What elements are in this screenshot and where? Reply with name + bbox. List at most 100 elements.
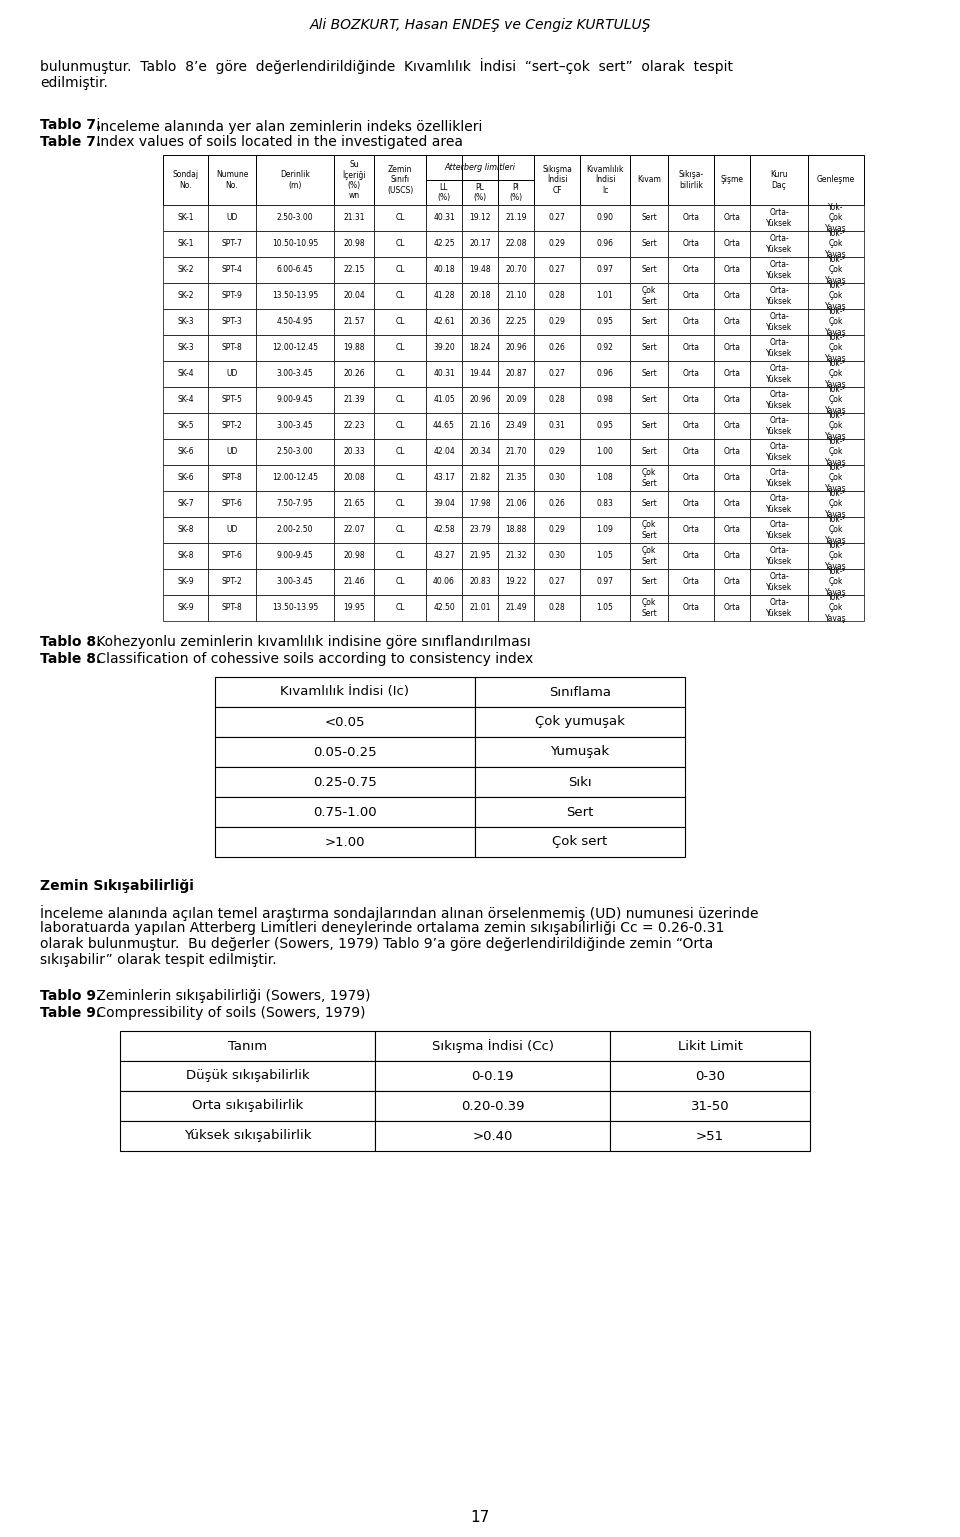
Bar — [668, 543, 714, 569]
Bar — [163, 155, 208, 204]
Bar — [426, 309, 462, 335]
Bar — [462, 387, 498, 413]
Text: 23.79: 23.79 — [469, 526, 491, 535]
Text: 21.95: 21.95 — [469, 552, 491, 561]
Bar — [610, 1091, 810, 1120]
Bar — [334, 257, 374, 283]
Text: Orta: Orta — [683, 421, 700, 430]
Bar — [374, 387, 426, 413]
Bar — [256, 155, 334, 204]
Bar — [256, 283, 334, 309]
Text: Orta-
Yüksek: Orta- Yüksek — [766, 469, 792, 487]
Bar — [808, 257, 864, 283]
Text: 20.33: 20.33 — [343, 447, 365, 456]
Text: Kuru
Daç: Kuru Daç — [770, 171, 788, 189]
Bar — [580, 335, 630, 361]
Text: Orta: Orta — [683, 395, 700, 404]
Bar — [256, 490, 334, 516]
Bar — [714, 204, 750, 231]
Bar — [163, 204, 208, 231]
Text: 4.50-4.95: 4.50-4.95 — [276, 318, 313, 326]
Text: 0.05-0.25: 0.05-0.25 — [313, 745, 377, 758]
Bar — [630, 257, 668, 283]
Text: 0.75-1.00: 0.75-1.00 — [313, 805, 377, 819]
Text: SPT-5: SPT-5 — [222, 395, 243, 404]
Text: 0.27: 0.27 — [548, 578, 565, 587]
Text: Çok sert: Çok sert — [552, 836, 608, 848]
Bar — [668, 387, 714, 413]
Bar — [462, 309, 498, 335]
Text: Sert: Sert — [641, 578, 657, 587]
Bar — [334, 231, 374, 257]
Text: 21.57: 21.57 — [343, 318, 365, 326]
Text: Orta: Orta — [724, 214, 740, 223]
Text: 20.26: 20.26 — [343, 369, 365, 378]
Text: SK-9: SK-9 — [178, 578, 194, 587]
Text: SK-6: SK-6 — [178, 473, 194, 483]
Bar — [610, 1120, 810, 1151]
Text: 20.98: 20.98 — [343, 552, 365, 561]
Bar — [534, 283, 580, 309]
Text: 13.50-13.95: 13.50-13.95 — [272, 604, 318, 613]
Bar — [580, 257, 630, 283]
Text: Düşük sıkışabilirlik: Düşük sıkışabilirlik — [185, 1070, 309, 1082]
Text: 0.90: 0.90 — [596, 214, 613, 223]
Bar — [475, 676, 685, 707]
Bar — [208, 283, 256, 309]
Text: Kıvamlılık İndisi (Ic): Kıvamlılık İndisi (Ic) — [280, 686, 410, 698]
Text: 42.25: 42.25 — [433, 240, 455, 249]
Bar — [580, 231, 630, 257]
Bar — [163, 440, 208, 466]
Text: 21.10: 21.10 — [505, 292, 527, 301]
Bar — [630, 231, 668, 257]
Text: SPT-8: SPT-8 — [222, 604, 242, 613]
Bar — [256, 543, 334, 569]
Text: Orta: Orta — [683, 473, 700, 483]
Bar — [208, 543, 256, 569]
Text: 1.05: 1.05 — [596, 552, 613, 561]
Bar — [462, 516, 498, 543]
Text: 19.22: 19.22 — [505, 578, 527, 587]
Bar — [215, 798, 475, 827]
Bar — [808, 490, 864, 516]
Text: Table 8.: Table 8. — [40, 652, 101, 666]
Text: CL: CL — [396, 266, 405, 275]
Text: 0.97: 0.97 — [596, 266, 613, 275]
Text: 21.31: 21.31 — [344, 214, 365, 223]
Bar — [580, 387, 630, 413]
Text: Sert: Sert — [641, 500, 657, 509]
Text: Orta-
Yüksek: Orta- Yüksek — [766, 338, 792, 358]
Bar — [334, 595, 374, 621]
Text: 43.27: 43.27 — [433, 552, 455, 561]
Text: UD: UD — [227, 447, 238, 456]
Text: 20.04: 20.04 — [343, 292, 365, 301]
Text: Kohezyonlu zeminlerin kıvamlılık indisine göre sınıflandırılması: Kohezyonlu zeminlerin kıvamlılık indisin… — [92, 635, 531, 649]
Bar — [534, 569, 580, 595]
Text: 0.95: 0.95 — [596, 421, 613, 430]
Text: 22.23: 22.23 — [344, 421, 365, 430]
Bar — [374, 490, 426, 516]
Bar — [580, 413, 630, 440]
Text: Orta: Orta — [683, 447, 700, 456]
Bar — [334, 466, 374, 490]
Text: SK-3: SK-3 — [178, 318, 194, 326]
Bar — [750, 490, 808, 516]
Bar — [163, 516, 208, 543]
Bar — [534, 155, 580, 204]
Bar — [208, 335, 256, 361]
Bar — [374, 466, 426, 490]
Text: 41.28: 41.28 — [433, 292, 455, 301]
Bar — [256, 335, 334, 361]
Text: Sıkışma
İndisi
CF: Sıkışma İndisi CF — [542, 166, 572, 195]
Text: Zemin Sıkışabilirliği: Zemin Sıkışabilirliği — [40, 879, 194, 893]
Bar — [256, 516, 334, 543]
Text: Sıkı: Sıkı — [568, 776, 591, 788]
Text: 1.05: 1.05 — [596, 604, 613, 613]
Text: 0.28: 0.28 — [548, 604, 565, 613]
Bar — [668, 155, 714, 204]
Bar — [630, 309, 668, 335]
Bar — [534, 440, 580, 466]
Bar — [462, 466, 498, 490]
Text: Orta-
Yüksek: Orta- Yüksek — [766, 572, 792, 592]
Text: bulunmuştur.  Tablo  8’e  göre  değerlendirildiğinde  Kıvamlılık  İndisi  “sert–: bulunmuştur. Tablo 8’e göre değerlendiri… — [40, 58, 733, 74]
